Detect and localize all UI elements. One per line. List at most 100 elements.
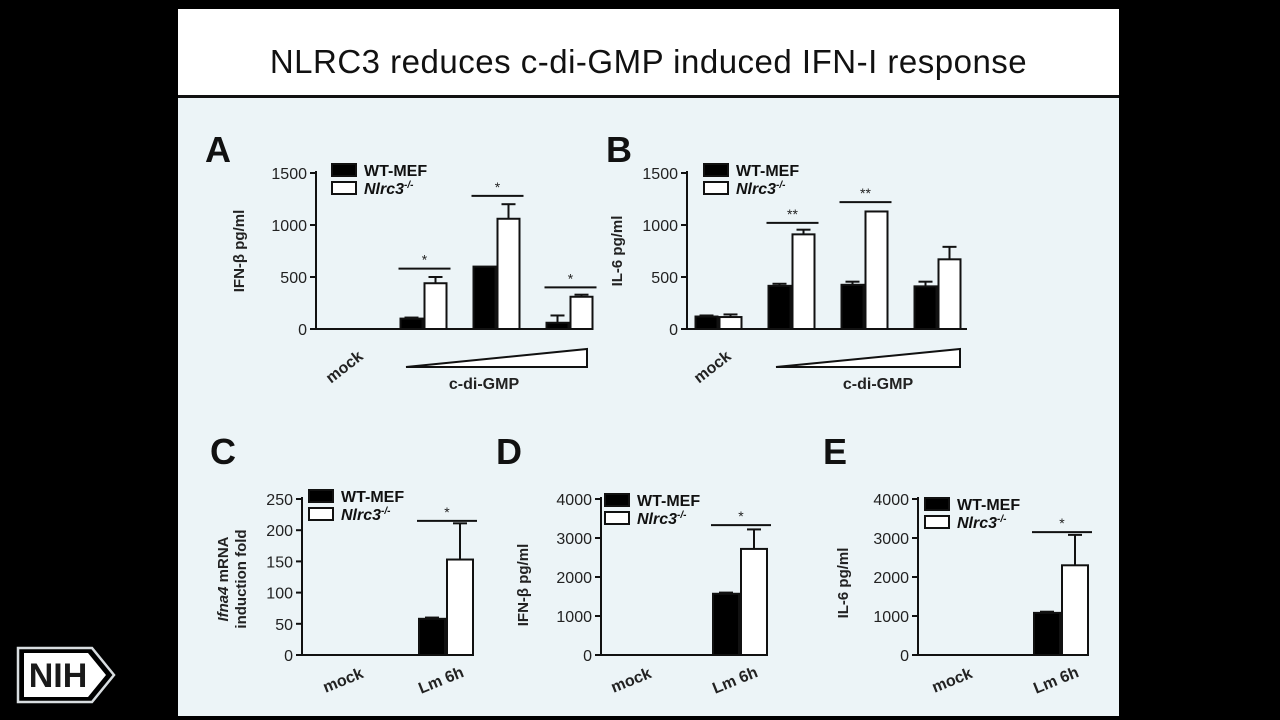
x-category-label: Lm 6h (710, 664, 760, 697)
significance-label: * (422, 252, 428, 268)
bar-wt-mef (694, 315, 719, 330)
legend-name-superscript: -/- (381, 506, 391, 517)
legend-label-wt-mef: WT-MEF (736, 163, 799, 180)
y-tick-label: 2000 (556, 570, 592, 587)
legend-swatch-wt-mef (331, 163, 357, 177)
legend-name: WT-MEF (341, 489, 404, 506)
bar-nlrc3-ko (740, 547, 768, 656)
significance-label: * (738, 508, 744, 524)
y-tick-label: 500 (280, 270, 307, 287)
legend-name-superscript: -/- (677, 510, 687, 521)
panel-label: C (210, 431, 236, 472)
y-tick-label: 500 (651, 270, 678, 287)
y-tick-label: 4000 (873, 492, 909, 509)
legend-swatch-nlrc3-ko (308, 507, 334, 521)
legend-label-nlrc3-ko: Nlrc3-/- (341, 506, 391, 524)
panel-label: A (205, 129, 231, 170)
legend-name: Nlrc3 (957, 515, 997, 532)
bar-wt-mef (472, 265, 497, 331)
x-category-label: mock (323, 348, 366, 387)
legend-swatch-wt-mef (308, 489, 334, 503)
legend-label-nlrc3-ko: Nlrc3-/- (364, 180, 414, 198)
y-axis-label: IFN-β pg/ml (231, 210, 248, 292)
y-axis-label: Ifna4 mRNA (215, 536, 232, 621)
nih-logo: NIH (14, 646, 118, 704)
y-axis-label: IL-6 pg/ml (835, 548, 852, 619)
bar-wt-mef (767, 284, 792, 330)
slide: NLRC3 reduces c-di-GMP induced IFN-I res… (178, 9, 1119, 716)
dose-ramp-triangle (775, 347, 961, 368)
bar-nlrc3-ko (937, 258, 962, 331)
chart-panel-c: C 0 50 100 150 200 250 Ifna4 mRNA induction fold… (210, 431, 477, 698)
legend-name-superscript: -/- (997, 514, 1007, 525)
legend-swatch-nlrc3-ko (331, 181, 357, 195)
y-tick-label: 0 (669, 322, 678, 339)
y-axis-label-rest: mRNA (215, 536, 232, 586)
bar-wt-mef (840, 283, 865, 330)
y-tick-label: 250 (266, 492, 293, 509)
bar-wt-mef (399, 317, 424, 331)
significance-label: * (495, 179, 501, 195)
legend-name: WT-MEF (637, 493, 700, 510)
y-tick-label: 0 (583, 648, 592, 665)
bar-nlrc3-ko (1061, 564, 1089, 656)
y-axis-label-line2: induction fold (233, 529, 250, 628)
x-category-label: mock (321, 665, 366, 696)
bar-nlrc3-ko (864, 210, 889, 330)
legend-swatch-wt-mef (703, 163, 729, 177)
legend-name: Nlrc3 (364, 181, 404, 198)
y-tick-label: 150 (266, 554, 293, 571)
bar-wt-mef (1033, 611, 1061, 657)
chart-panel-a: A 0 500 1000 1500 IFN-β pg/ml mock * * * c-di-GMP W… (205, 129, 597, 393)
slide-title-band: NLRC3 reduces c-di-GMP induced IFN-I res… (178, 9, 1119, 98)
bar-wt-mef (418, 617, 446, 656)
x-category-label: mock (691, 348, 734, 387)
y-tick-label: 50 (275, 617, 293, 634)
bar-wt-mef (913, 285, 938, 330)
y-tick-label: 3000 (873, 531, 909, 548)
panel-label: B (606, 129, 632, 170)
x-category-label: mock (609, 665, 654, 696)
significance-label: ** (860, 185, 871, 201)
legend-name-superscript: -/- (404, 180, 414, 191)
bar-nlrc3-ko (446, 558, 474, 657)
y-tick-label: 3000 (556, 531, 592, 548)
legend-name-superscript: -/- (776, 180, 786, 191)
chart-panel-d: D 0 1000 2000 3000 4000 IFN-β pg/ml mock Lm 6h * W… (496, 431, 771, 698)
legend-label-wt-mef: WT-MEF (364, 163, 427, 180)
y-axis-label-italic: Ifna4 (215, 586, 232, 622)
y-axis-label: IL-6 pg/ml (609, 216, 626, 287)
legend-swatch-nlrc3-ko (604, 511, 630, 525)
y-tick-label: 1500 (271, 166, 307, 183)
panel-label: E (823, 431, 847, 472)
bar-nlrc3-ko (423, 282, 448, 330)
nih-logo-icon: NIH (16, 646, 116, 704)
legend-swatch-nlrc3-ko (924, 515, 950, 529)
legend-name: Nlrc3 (341, 507, 381, 524)
legend-name: WT-MEF (957, 497, 1020, 514)
chart-panel-b: B 0 500 1000 1500 IL-6 pg/ml mock ** ** c-di-GMP W… (606, 129, 967, 393)
y-tick-label: 200 (266, 523, 293, 540)
y-tick-label: 1500 (642, 166, 678, 183)
bar-nlrc3-ko (496, 217, 521, 330)
legend-name: WT-MEF (364, 163, 427, 180)
bar-nlrc3-ko (569, 295, 594, 331)
y-tick-label: 2000 (873, 570, 909, 587)
bar-nlrc3-ko (718, 316, 743, 331)
y-tick-label: 100 (266, 586, 293, 603)
bar-wt-mef (712, 592, 740, 657)
x-axis-label: c-di-GMP (843, 376, 914, 393)
bar-wt-mef (545, 321, 570, 331)
legend-swatch-wt-mef (924, 497, 950, 511)
x-category-label: Lm 6h (1031, 664, 1081, 697)
y-tick-label: 1000 (271, 218, 307, 235)
y-tick-label: 0 (900, 648, 909, 665)
y-tick-label: 0 (284, 648, 293, 665)
legend-name: Nlrc3 (637, 511, 677, 528)
significance-label: ** (787, 206, 798, 222)
legend-swatch-nlrc3-ko (703, 181, 729, 195)
chart-panel-e: E 0 1000 2000 3000 4000 IL-6 pg/ml mock Lm 6h * WT… (823, 431, 1092, 698)
legend-swatch-wt-mef (604, 493, 630, 507)
significance-label: * (444, 504, 450, 520)
